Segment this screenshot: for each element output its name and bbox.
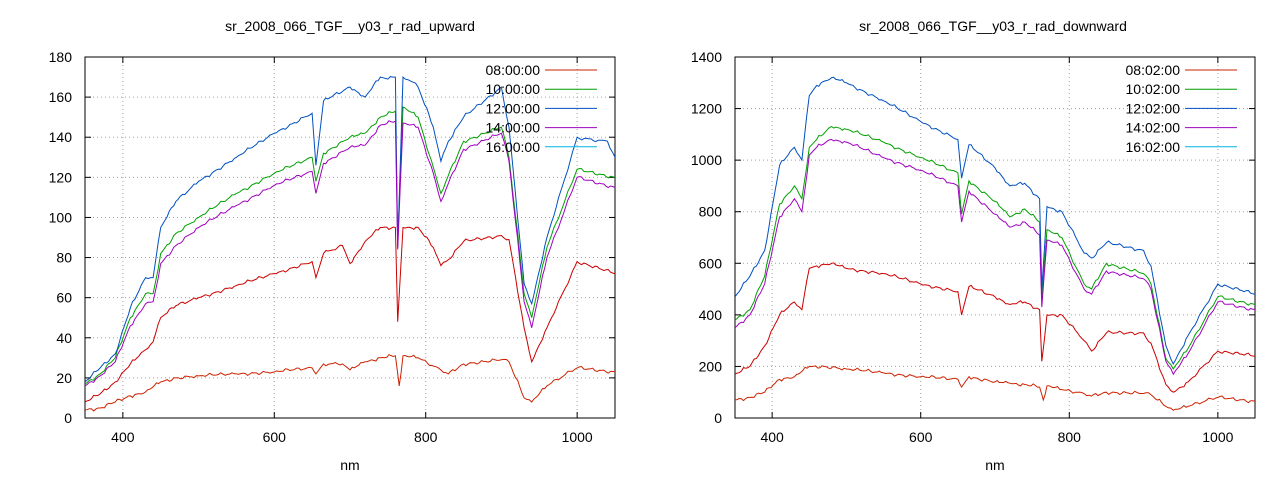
- series-line: [85, 76, 615, 383]
- chart-downward: sr_2008_066_TGF__y03_r_rad_downward 400 60…: [691, 18, 1256, 473]
- y-tick-label: 0: [64, 410, 72, 426]
- y-tick-label: 1200: [691, 101, 722, 117]
- y-tick-label: 200: [699, 358, 723, 374]
- y-tick-label: 1400: [691, 49, 722, 65]
- y-tick-label: 0: [714, 410, 722, 426]
- series-line: [85, 354, 615, 412]
- chart-title: sr_2008_066_TGF__y03_r_rad_downward: [859, 18, 1127, 34]
- x-axis-label: nm: [340, 457, 359, 473]
- y-tick-label: 20: [56, 370, 72, 386]
- series-line: [735, 138, 1255, 376]
- y-tick-label: 120: [49, 169, 73, 185]
- legend-label: 10:02:00: [1126, 81, 1181, 97]
- legend-label: 16:02:00: [1126, 139, 1181, 155]
- legend-label: 16:00:00: [486, 139, 541, 155]
- y-tick-label: 140: [49, 129, 73, 145]
- plot-frame: [84, 56, 616, 419]
- plot-frame: [734, 56, 1256, 419]
- y-tick-label: 40: [56, 330, 72, 346]
- x-tick-label: 800: [1058, 429, 1082, 445]
- x-tick-label: 1000: [562, 429, 593, 445]
- series-line: [735, 365, 1255, 411]
- legend-label: 12:00:00: [486, 100, 541, 116]
- y-tick-label: 60: [56, 290, 72, 306]
- y-tick-label: 180: [49, 49, 73, 65]
- y-tick-label: 600: [699, 255, 723, 271]
- y-tick-label: 800: [699, 204, 723, 220]
- x-tick-label: 400: [760, 429, 784, 445]
- series-line: [85, 106, 615, 385]
- x-axis-label: nm: [985, 457, 1004, 473]
- legend-label: 14:02:00: [1126, 120, 1181, 136]
- series-line: [85, 226, 615, 403]
- legend-label: 12:02:00: [1126, 100, 1181, 116]
- x-tick-label: 1000: [1202, 429, 1233, 445]
- series-line: [85, 120, 615, 387]
- x-tick-label: 600: [263, 429, 287, 445]
- x-tick-label: 400: [111, 429, 135, 445]
- legend-label: 08:02:00: [1126, 62, 1181, 78]
- series-line: [735, 262, 1255, 393]
- y-tick-label: 1000: [691, 152, 722, 168]
- y-tick-label: 80: [56, 250, 72, 266]
- legend-label: 08:00:00: [486, 62, 541, 78]
- x-tick-label: 800: [414, 429, 438, 445]
- y-tick-label: 100: [49, 209, 73, 225]
- x-tick-label: 600: [909, 429, 933, 445]
- y-tick-label: 400: [699, 307, 723, 323]
- legend-label: 14:00:00: [486, 120, 541, 136]
- chart-title: sr_2008_066_TGF__y03_r_rad_upward: [225, 18, 475, 34]
- series-line: [735, 76, 1255, 365]
- y-tick-label: 160: [49, 89, 73, 105]
- series-line: [735, 126, 1255, 370]
- legend-label: 10:00:00: [486, 81, 541, 97]
